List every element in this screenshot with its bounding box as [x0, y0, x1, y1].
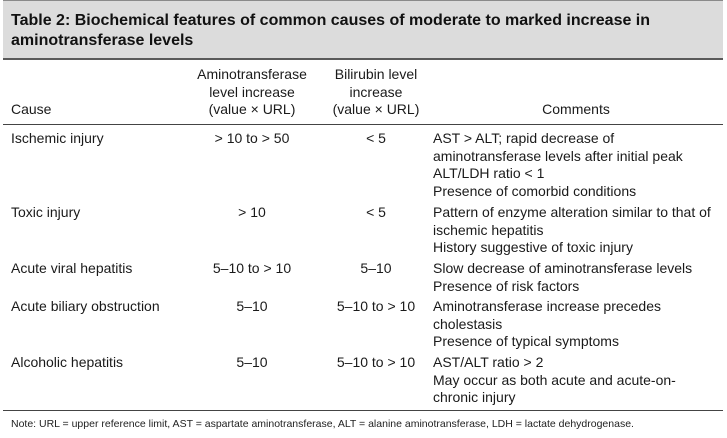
header-cause: Cause — [11, 101, 52, 117]
comment-line: chronic injury — [433, 389, 516, 405]
header-bilirubin: Bilirubin level increase (value × URL) — [325, 66, 427, 119]
row-bilirubin: 5–10 to > 10 — [336, 354, 416, 370]
row-cause: Toxic injury — [11, 204, 81, 220]
comment-line: Slow decrease of aminotransferase levels — [433, 260, 693, 276]
comment-line: AST/ALT ratio > 2 — [433, 354, 544, 370]
row-aminotransferase: > 10 to > 50 — [214, 130, 290, 146]
comment-line: May occur as both acute and acute-on- — [433, 371, 676, 388]
row-comments: Aminotransferase increase precedes chole… — [433, 298, 723, 351]
row-aminotransferase: 5–10 — [236, 354, 268, 370]
row-comments: AST/ALT ratio > 2 May occur as both acut… — [433, 354, 723, 407]
comment-line: ischemic hepatitis — [433, 221, 544, 238]
row-aminotransferase: 5–10 — [236, 298, 268, 314]
header-aminotransferase-line: (value × URL) — [208, 101, 296, 117]
comment-line: Presence of risk factors — [433, 277, 580, 294]
header-aminotransferase: Aminotransferase level increase (value ×… — [179, 66, 325, 119]
header-bilirubin-line: Bilirubin level — [334, 66, 418, 82]
row-cause: Ischemic injury — [11, 130, 104, 146]
row-comments: Slow decrease of aminotransferase levels… — [433, 260, 723, 295]
comment-line: Pattern of enzyme alteration similar to … — [433, 204, 711, 220]
comment-line: ALT/LDH ratio < 1 — [433, 165, 545, 181]
table-title: Table 2: Biochemical features of common … — [11, 12, 651, 49]
header-comments: Comments — [542, 101, 610, 117]
row-bilirubin: 5–10 — [360, 260, 392, 276]
header-aminotransferase-line: Aminotransferase — [197, 66, 307, 82]
header-bilirubin-line: increase — [349, 83, 403, 100]
table-container: Table 2: Biochemical features of common … — [3, 0, 723, 436]
row-aminotransferase: > 10 — [238, 204, 266, 220]
row-cause: Alcoholic hepatitis — [11, 354, 124, 370]
comment-line: Presence of typical symptoms — [433, 333, 619, 349]
row-comments: Pattern of enzyme alteration similar to … — [433, 204, 723, 257]
header-aminotransferase-line: level increase — [209, 83, 295, 100]
row-cause: Acute viral hepatitis — [11, 260, 133, 276]
row-cause: Acute biliary obstruction — [11, 298, 160, 314]
row-bilirubin: < 5 — [366, 130, 386, 146]
row-bilirubin: < 5 — [366, 204, 386, 220]
bottom-rule — [3, 410, 723, 411]
comment-line: cholestasis — [433, 315, 503, 332]
header-rule — [3, 124, 723, 125]
comment-line: Presence of comorbid conditions — [433, 182, 637, 199]
row-bilirubin: 5–10 to > 10 — [336, 298, 416, 314]
header-bilirubin-line: (value × URL) — [332, 101, 420, 117]
comment-line: Aminotransferase increase precedes — [433, 298, 662, 314]
title-band: Table 2: Biochemical features of common … — [3, 0, 723, 60]
comment-line: AST > ALT; rapid decrease of — [433, 130, 615, 146]
row-aminotransferase: 5–10 to > 10 — [212, 260, 292, 276]
comment-line: aminotransferase levels after initial pe… — [433, 147, 683, 164]
comment-line: History suggestive of toxic injury — [433, 239, 633, 255]
table-footnote: Note: URL = upper reference limit, AST =… — [11, 418, 634, 430]
row-comments: AST > ALT; rapid decrease of aminotransf… — [433, 130, 723, 200]
